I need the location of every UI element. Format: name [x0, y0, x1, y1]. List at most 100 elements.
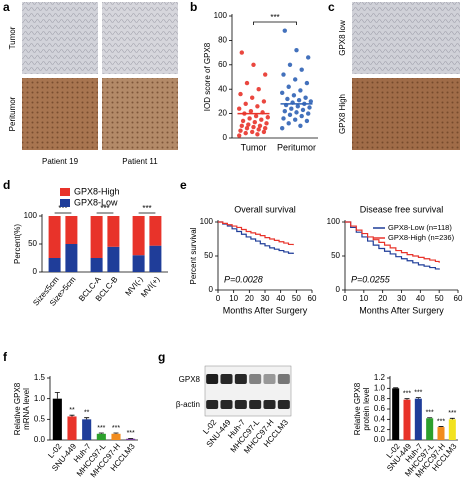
y-tick-label: 50	[204, 251, 213, 260]
x-tick-label: 20	[245, 294, 254, 303]
bar-segment	[107, 216, 120, 247]
significance: ***	[127, 430, 135, 437]
significance: ***	[448, 410, 456, 417]
error-bar	[113, 432, 119, 434]
y-tick-label: 1.0	[374, 383, 386, 392]
y-axis-label: Percent(%)	[13, 224, 22, 264]
y-tick-label: 1.5	[34, 373, 46, 382]
error-bar	[415, 397, 421, 399]
y-tick-label: 20	[218, 109, 227, 118]
blot-band	[263, 374, 276, 384]
dot	[251, 124, 256, 130]
y-tick-label: 50	[28, 239, 37, 248]
dot	[263, 126, 268, 131]
dot	[238, 128, 243, 133]
dot	[299, 113, 304, 119]
y-axis-label: mRNA level	[22, 388, 31, 430]
bar-segment	[132, 255, 145, 272]
x-tick-label: Tumor	[241, 142, 267, 152]
dot	[240, 118, 246, 124]
legend-label: GPX8-High (n=236)	[388, 233, 455, 242]
bar-segment	[90, 216, 103, 258]
row-label: GPX8 low	[338, 20, 347, 56]
dot	[298, 88, 303, 93]
dot	[295, 104, 300, 109]
dot	[306, 55, 311, 60]
bar	[96, 433, 106, 440]
dot	[256, 87, 261, 92]
sig-bracket	[253, 21, 297, 25]
dot	[243, 101, 248, 107]
dot	[251, 62, 256, 67]
dot	[291, 93, 297, 98]
x-tick-label: 50	[292, 294, 301, 303]
legend-swatch	[60, 188, 70, 196]
blot-band	[206, 400, 219, 409]
dot	[244, 80, 250, 86]
x-tick-label: 0	[216, 294, 221, 303]
dot	[239, 50, 244, 55]
y-tick-label: 0.0	[374, 435, 386, 444]
y-tick-label: 80	[218, 36, 227, 45]
column-label: Patient 11	[122, 157, 158, 166]
bar	[448, 419, 456, 440]
dot	[263, 72, 268, 77]
dot	[259, 117, 264, 122]
legend-label: GPX8-Low	[74, 197, 118, 207]
dot	[308, 99, 313, 104]
bar	[111, 433, 121, 440]
y-tick-label: 40	[218, 84, 227, 93]
blot-band	[234, 400, 247, 409]
bar	[126, 438, 136, 440]
dot	[255, 104, 260, 109]
significance: ***	[403, 391, 411, 398]
dot	[261, 129, 267, 135]
dot	[239, 123, 244, 128]
significance: **	[84, 410, 90, 417]
x-tick-label: Peritumor	[277, 142, 316, 152]
bar-segment	[132, 216, 145, 256]
significance: ***	[142, 204, 151, 213]
bar-segment	[107, 246, 120, 272]
legend-label: GPX8-High	[74, 186, 120, 196]
dot	[244, 126, 250, 131]
dot	[243, 130, 248, 136]
y-tick-label: 0	[336, 285, 341, 294]
blot-band	[249, 374, 262, 384]
dot	[287, 112, 293, 118]
panel-label: f	[3, 350, 8, 364]
significance: ***	[426, 410, 434, 417]
panel-label: b	[190, 0, 197, 14]
blot-frame	[204, 365, 292, 417]
dot	[299, 67, 304, 72]
x-tick-label: 40	[416, 294, 425, 303]
dot	[280, 126, 285, 131]
dot	[304, 80, 310, 86]
y-axis-label: Relative GPX8	[13, 382, 22, 435]
blot-band	[277, 400, 290, 409]
chart-title: Disease free survival	[360, 204, 444, 214]
significance: ***	[437, 418, 445, 425]
error-bar	[449, 417, 455, 420]
dot	[265, 115, 270, 120]
histology-a	[22, 2, 178, 150]
dot	[250, 95, 255, 100]
dot	[261, 99, 267, 104]
y-tick-label: 0	[33, 267, 38, 276]
bar	[82, 419, 92, 440]
survival-curve	[218, 221, 294, 254]
bar	[426, 418, 434, 440]
y-tick-label: 100	[327, 217, 341, 226]
x-tick-label: 40	[276, 294, 285, 303]
error-bar	[393, 387, 399, 389]
dot	[248, 108, 254, 114]
p-value: P=0.0028	[224, 274, 263, 284]
y-tick-label: 1.2	[374, 373, 386, 382]
blot-band	[277, 374, 290, 384]
dot	[300, 107, 306, 113]
row-label: Peritumor	[8, 96, 17, 131]
dot	[281, 116, 286, 121]
blot-band	[249, 400, 262, 409]
error-bar	[404, 398, 410, 400]
bar	[414, 398, 422, 440]
